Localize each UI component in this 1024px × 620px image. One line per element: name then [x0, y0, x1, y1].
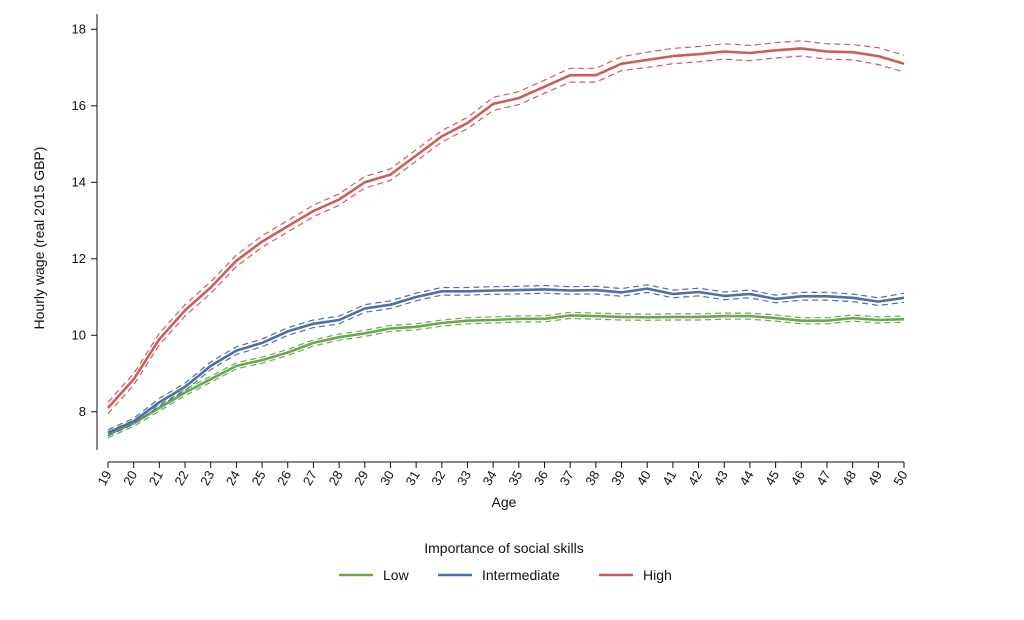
x-tick-label: 49 — [865, 468, 885, 488]
x-tick-label: 33 — [454, 468, 474, 488]
x-tick-label: 39 — [608, 468, 628, 488]
x-tick-label: 26 — [274, 468, 294, 488]
ci-upper-low — [107, 311, 905, 433]
x-tick-label: 42 — [685, 468, 705, 488]
y-tick-label: 12 — [72, 251, 86, 266]
legend-label-high: High — [643, 567, 672, 583]
x-tick-label: 32 — [428, 468, 448, 488]
legend: Low Intermediate High — [339, 567, 672, 583]
x-tick-label: 38 — [582, 468, 602, 488]
x-tick-label: 34 — [480, 468, 500, 488]
x-tick-label: 50 — [890, 468, 910, 488]
x-tick-label: 21 — [146, 468, 166, 488]
x-tick-label: 27 — [300, 468, 320, 488]
ci-lower-low — [107, 317, 905, 439]
x-tick-label: 19 — [94, 468, 114, 488]
x-tick-label: 23 — [197, 468, 217, 488]
y-tick-label: 16 — [72, 98, 86, 113]
legend-title: Importance of social skills — [424, 540, 584, 556]
x-tick-label: 35 — [505, 468, 525, 488]
x-tick-label: 25 — [248, 468, 268, 488]
x-tick-label: 36 — [531, 468, 551, 488]
y-tick-label: 18 — [72, 21, 86, 36]
x-ticks: 19 20 21 22 23 24 25 26 27 28 29 30 31 32 33 34 35 36 37 38… — [94, 462, 911, 488]
x-tick-label: 22 — [171, 468, 191, 488]
y-tick-label: 8 — [79, 404, 86, 419]
x-tick-label: 20 — [120, 468, 140, 488]
x-axis-title: Age — [492, 494, 517, 510]
y-axis-title: Hourly wage (real 2015 GBP) — [31, 147, 47, 330]
ci-upper-high — [107, 40, 905, 403]
x-tick-label: 41 — [659, 468, 679, 488]
x-tick-label: 46 — [788, 468, 808, 488]
x-tick-label: 24 — [223, 468, 243, 488]
series-line-intermediate — [107, 287, 905, 434]
ci-upper-intermediate — [107, 284, 905, 431]
ci-lower-intermediate — [107, 291, 905, 437]
legend-label-low: Low — [383, 567, 410, 583]
x-tick-label: 44 — [736, 468, 756, 488]
y-tick-label: 10 — [72, 327, 86, 342]
ci-lower-high — [107, 55, 905, 415]
y-tick-label: 14 — [72, 174, 86, 189]
plot-area — [107, 40, 905, 439]
legend-label-intermediate: Intermediate — [482, 567, 560, 583]
x-tick-label: 30 — [377, 468, 397, 488]
x-tick-label: 37 — [557, 468, 577, 488]
x-tick-label: 28 — [325, 468, 345, 488]
x-tick-label: 48 — [839, 468, 859, 488]
x-tick-label: 29 — [351, 468, 371, 488]
series-line-low — [107, 314, 905, 436]
x-tick-label: 45 — [762, 468, 782, 488]
y-ticks: 8 10 12 14 16 18 — [72, 21, 97, 419]
x-tick-label: 31 — [403, 468, 423, 488]
series-line-high — [107, 47, 905, 409]
x-tick-label: 43 — [711, 468, 731, 488]
x-tick-label: 40 — [634, 468, 654, 488]
x-tick-label: 47 — [813, 468, 833, 488]
